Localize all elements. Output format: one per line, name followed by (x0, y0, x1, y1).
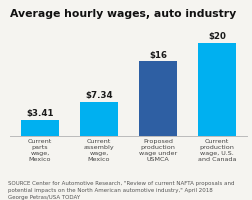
Bar (80, 102, 118, 136)
Bar (139, 61, 177, 136)
Bar (198, 43, 236, 136)
Bar (21, 120, 59, 136)
Text: $20: $20 (208, 32, 226, 41)
Text: $7.34: $7.34 (85, 91, 113, 100)
Text: $16: $16 (149, 51, 167, 60)
Text: Average hourly wages, auto industry: Average hourly wages, auto industry (10, 9, 236, 19)
Text: SOURCE Center for Automotive Research, "Review of current NAFTA proposals and
po: SOURCE Center for Automotive Research, "… (8, 181, 234, 200)
Text: $3.41: $3.41 (26, 109, 54, 118)
